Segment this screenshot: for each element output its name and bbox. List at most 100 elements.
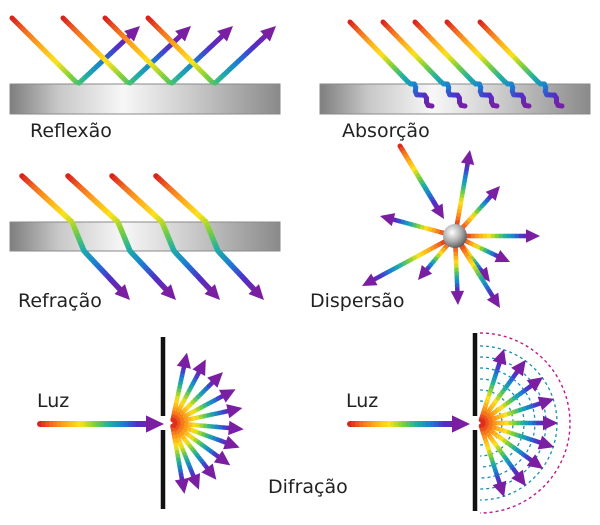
arrowhead xyxy=(460,150,475,165)
arrowhead xyxy=(218,389,236,403)
diffracted-ray xyxy=(478,423,507,498)
arrowhead xyxy=(492,348,507,366)
reflection-rays xyxy=(9,15,276,86)
light-ray xyxy=(60,15,191,86)
light-label-left: Luz xyxy=(37,390,69,412)
arrowhead xyxy=(226,404,243,419)
wavefront-arc xyxy=(479,378,525,468)
absorbed-ray xyxy=(347,19,435,109)
refraction-label: Refração xyxy=(18,290,102,312)
scattered-ray xyxy=(450,243,465,305)
diffracted-ray xyxy=(480,421,555,450)
arrowhead xyxy=(543,415,558,431)
light-ray xyxy=(9,15,140,86)
diffracted-ray xyxy=(172,422,231,466)
light-label-right: Luz xyxy=(346,390,378,412)
diffracted-ray xyxy=(171,359,206,423)
diffraction-label: Difração xyxy=(268,476,348,498)
arrowhead xyxy=(207,372,223,388)
arrowhead xyxy=(537,396,555,411)
arrowhead xyxy=(494,249,510,263)
arrowhead xyxy=(418,264,433,280)
refraction-panel: Refração xyxy=(9,173,281,312)
scattering-particle xyxy=(443,224,467,248)
arrowhead xyxy=(450,290,465,305)
arrowhead xyxy=(217,26,233,42)
absorption-slab xyxy=(319,83,591,115)
absorbed-ray xyxy=(380,19,468,109)
wavefront-arc xyxy=(479,389,514,457)
diffraction-right-panel: Luz xyxy=(346,332,571,514)
incident-light xyxy=(347,415,470,433)
scattered-ray xyxy=(362,238,449,286)
arrowhead xyxy=(186,473,201,490)
light-ray xyxy=(19,173,130,300)
scattered-ray xyxy=(461,238,510,263)
reflection-panel: Reflexão xyxy=(9,15,281,142)
light-ray xyxy=(65,173,176,300)
arrowhead xyxy=(114,284,130,300)
reflection-label: Reflexão xyxy=(30,120,112,142)
scattered-ray xyxy=(418,241,451,280)
diffraction-right-rays xyxy=(347,348,558,498)
wavefront-outer-arc xyxy=(479,332,571,514)
diffracted-ray xyxy=(172,404,243,425)
diffracted-ray xyxy=(478,348,507,423)
scattered-ray xyxy=(454,150,475,229)
arrowhead xyxy=(146,415,164,433)
diffracted-ray xyxy=(480,422,544,469)
dispersion-label: Dispersão xyxy=(310,290,405,312)
scattered-ray xyxy=(458,242,500,308)
arrowhead xyxy=(526,454,544,469)
refraction-slab xyxy=(9,221,281,252)
arrowhead xyxy=(526,229,540,243)
refraction-rays xyxy=(19,173,264,300)
dispersion-panel: Dispersão xyxy=(310,143,540,312)
diffraction-left-rays xyxy=(37,352,244,494)
arrowhead xyxy=(192,359,206,377)
scattered-ray xyxy=(459,186,500,231)
incoming-ray xyxy=(397,143,444,219)
scattered-ray xyxy=(380,213,448,236)
arrowhead xyxy=(452,415,470,433)
arrowhead xyxy=(223,435,240,450)
light-ray xyxy=(102,15,233,86)
arrowhead xyxy=(201,463,217,480)
absorbed-ray xyxy=(444,19,532,109)
light-ray xyxy=(145,15,276,86)
arrowhead xyxy=(511,469,526,487)
absorption-label: Absorção xyxy=(342,120,430,142)
arrowhead xyxy=(160,284,176,300)
arrowhead xyxy=(175,26,191,42)
arrowhead xyxy=(260,26,276,42)
absorbed-ray xyxy=(477,19,565,109)
light-ray xyxy=(153,173,264,300)
diffracted-ray xyxy=(172,420,244,436)
absorbed-ray xyxy=(412,19,500,109)
arrowhead xyxy=(537,435,555,450)
light-ray xyxy=(109,173,220,300)
arrowhead xyxy=(124,26,140,42)
arrowhead xyxy=(492,480,507,498)
diffraction-left-panel: Luz xyxy=(37,337,244,509)
arrowhead xyxy=(362,273,378,286)
arrowhead xyxy=(476,266,490,282)
incident-light xyxy=(37,415,164,433)
arrowhead xyxy=(213,450,231,466)
scattered-ray xyxy=(462,229,540,243)
arrowhead xyxy=(176,352,191,369)
reflection-slab xyxy=(9,83,281,115)
absorption-panel: Absorção xyxy=(319,19,591,142)
arrowhead xyxy=(511,359,526,377)
diffracted-ray xyxy=(170,423,189,494)
arrowhead xyxy=(431,203,444,219)
arrowhead xyxy=(486,292,500,308)
arrowhead xyxy=(380,213,396,227)
absorption-rays xyxy=(347,19,565,109)
diffracted-ray xyxy=(171,423,217,480)
arrowhead xyxy=(204,284,220,300)
arrowhead xyxy=(485,186,500,201)
arrowhead xyxy=(526,377,544,392)
arrowhead xyxy=(228,420,244,436)
